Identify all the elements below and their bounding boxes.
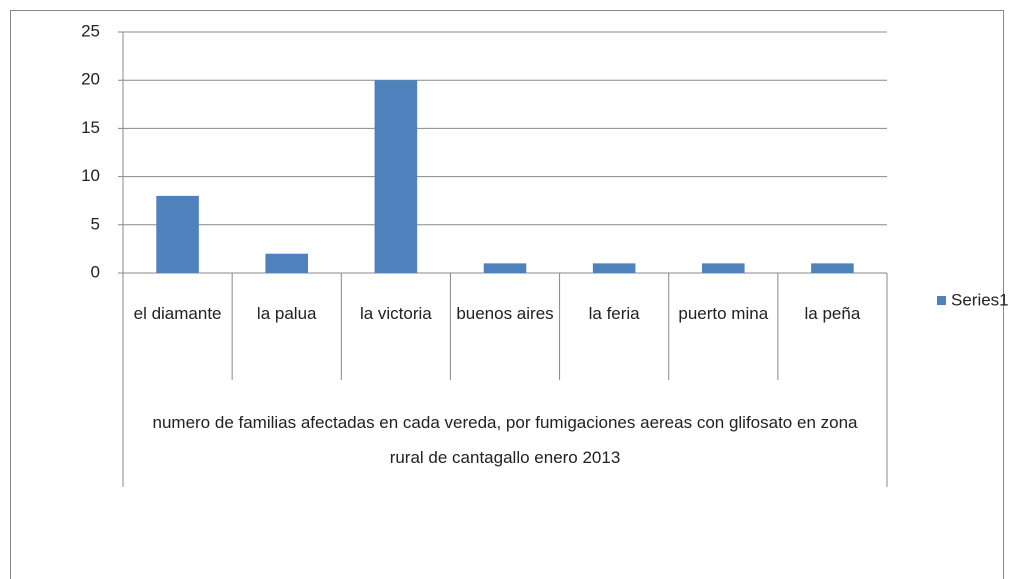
x-axis-label: numero de familias afectadas en cada ver…: [152, 413, 858, 467]
y-tick-label: 25: [81, 21, 100, 40]
bar: [592, 263, 636, 273]
y-tick-label: 10: [81, 166, 100, 185]
bar: [156, 195, 199, 273]
x-tick-label: la victoria: [359, 304, 432, 323]
y-tick-label: 5: [91, 214, 100, 233]
legend-label: Series1: [951, 290, 1009, 309]
x-tick-label: la palua: [256, 304, 317, 323]
x-tick-label: el diamante: [133, 304, 222, 323]
x-tick-label: la peña: [804, 304, 861, 323]
chart-frame: [10, 10, 1004, 579]
bar: [265, 253, 308, 273]
bar: [811, 263, 854, 273]
x-tick-label: buenos aires: [456, 304, 554, 323]
bar: [702, 263, 745, 273]
y-tick-label: 0: [91, 262, 100, 281]
x-tick-label: puerto mina: [678, 304, 769, 323]
x-tick-label: la feria: [588, 304, 640, 323]
bar: [374, 80, 418, 273]
legend-swatch: [937, 296, 946, 305]
bar: [483, 263, 527, 273]
y-tick-label: 15: [81, 118, 100, 137]
y-tick-label: 20: [81, 70, 100, 89]
